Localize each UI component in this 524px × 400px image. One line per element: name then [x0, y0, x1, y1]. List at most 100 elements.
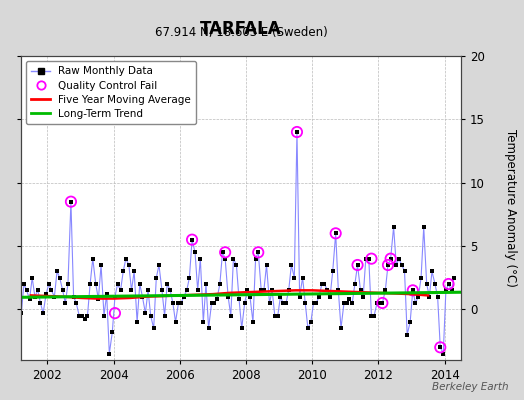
Point	[276, 294, 285, 300]
Point	[97, 262, 105, 268]
Point	[318, 281, 326, 287]
Point	[69, 294, 78, 300]
Point	[188, 236, 196, 243]
Point	[296, 294, 304, 300]
Point	[252, 256, 260, 262]
Point	[25, 296, 34, 302]
Point	[370, 312, 378, 319]
Point	[254, 249, 263, 256]
Point	[221, 249, 230, 256]
Point	[83, 312, 92, 319]
Point	[392, 262, 400, 268]
Point	[329, 268, 337, 274]
Point	[28, 274, 36, 281]
Point	[285, 287, 293, 294]
Point	[144, 287, 152, 294]
Point	[111, 294, 119, 300]
Legend: Raw Monthly Data, Quality Control Fail, Five Year Moving Average, Long-Term Tren: Raw Monthly Data, Quality Control Fail, …	[26, 61, 196, 124]
Point	[136, 281, 144, 287]
Point	[386, 256, 395, 262]
Point	[287, 262, 296, 268]
Point	[365, 256, 373, 262]
Text: 67.914 N, 18.603 E (Sweden): 67.914 N, 18.603 E (Sweden)	[155, 26, 328, 39]
Point	[398, 262, 406, 268]
Point	[260, 287, 268, 294]
Point	[386, 256, 395, 262]
Point	[219, 249, 227, 256]
Point	[166, 287, 174, 294]
Point	[80, 316, 89, 323]
Point	[340, 300, 348, 306]
Point	[94, 296, 103, 302]
Point	[45, 281, 53, 287]
Point	[193, 287, 202, 294]
Point	[422, 281, 431, 287]
Point	[103, 291, 111, 297]
Point	[293, 129, 301, 135]
Point	[367, 312, 376, 319]
Point	[122, 256, 130, 262]
Point	[356, 287, 365, 294]
Point	[270, 312, 279, 319]
Point	[108, 329, 116, 335]
Point	[31, 294, 39, 300]
Point	[353, 262, 362, 268]
Point	[320, 281, 329, 287]
Point	[86, 281, 94, 287]
Point	[105, 350, 114, 357]
Point	[411, 300, 420, 306]
Point	[301, 300, 310, 306]
Point	[23, 287, 31, 294]
Point	[59, 287, 67, 294]
Point	[436, 344, 444, 350]
Point	[202, 281, 210, 287]
Point	[384, 262, 392, 268]
Point	[229, 256, 237, 262]
Point	[400, 268, 409, 274]
Point	[180, 294, 188, 300]
Point	[304, 325, 312, 332]
Point	[384, 262, 392, 268]
Point	[290, 274, 299, 281]
Point	[50, 294, 59, 300]
Point	[334, 287, 343, 294]
Point	[265, 300, 274, 306]
Point	[34, 287, 42, 294]
Point	[72, 300, 80, 306]
Point	[185, 274, 193, 281]
Point	[116, 287, 125, 294]
Point	[433, 294, 442, 300]
Title: TARFALA: TARFALA	[200, 20, 282, 38]
Point	[351, 281, 359, 287]
Point	[221, 256, 230, 262]
Point	[447, 287, 456, 294]
Point	[130, 268, 138, 274]
Point	[56, 274, 64, 281]
Point	[133, 319, 141, 325]
Point	[417, 274, 425, 281]
Point	[196, 256, 204, 262]
Point	[381, 287, 389, 294]
Point	[246, 294, 254, 300]
Point	[337, 325, 345, 332]
Point	[342, 300, 351, 306]
Point	[158, 287, 166, 294]
Point	[20, 281, 28, 287]
Point	[67, 198, 75, 205]
Point	[138, 294, 147, 300]
Point	[182, 287, 191, 294]
Point	[152, 274, 160, 281]
Point	[75, 312, 83, 319]
Point	[420, 224, 428, 230]
Point	[243, 287, 252, 294]
Point	[425, 294, 433, 300]
Point	[309, 300, 318, 306]
Point	[378, 300, 387, 306]
Point	[14, 300, 23, 306]
Point	[89, 256, 97, 262]
Point	[235, 296, 243, 302]
Point	[409, 287, 417, 294]
Point	[47, 287, 56, 294]
Point	[268, 287, 276, 294]
Point	[263, 262, 271, 268]
